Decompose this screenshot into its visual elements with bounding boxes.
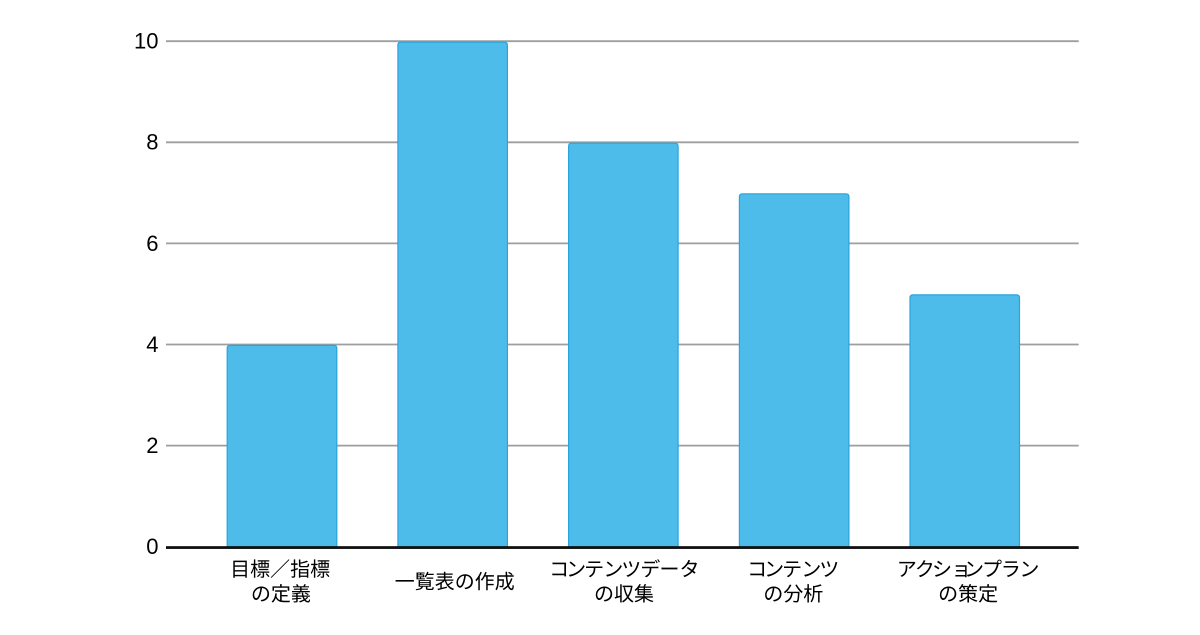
svg-text:4: 4 bbox=[146, 332, 158, 357]
svg-text:10: 10 bbox=[134, 29, 158, 54]
svg-text:2: 2 bbox=[146, 433, 158, 458]
svg-text:0: 0 bbox=[146, 534, 158, 559]
svg-text:8: 8 bbox=[146, 130, 158, 155]
svg-text:6: 6 bbox=[146, 231, 158, 256]
